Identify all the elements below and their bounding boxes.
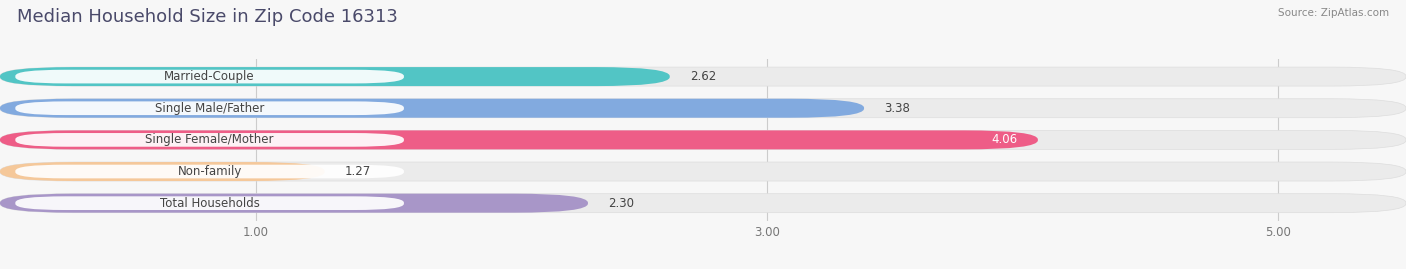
FancyBboxPatch shape xyxy=(0,162,1406,181)
Text: Source: ZipAtlas.com: Source: ZipAtlas.com xyxy=(1278,8,1389,18)
Text: 1.27: 1.27 xyxy=(344,165,371,178)
Text: Median Household Size in Zip Code 16313: Median Household Size in Zip Code 16313 xyxy=(17,8,398,26)
FancyBboxPatch shape xyxy=(15,165,404,178)
FancyBboxPatch shape xyxy=(15,101,404,115)
FancyBboxPatch shape xyxy=(0,130,1038,149)
FancyBboxPatch shape xyxy=(0,194,1406,213)
FancyBboxPatch shape xyxy=(0,99,1406,118)
FancyBboxPatch shape xyxy=(0,67,1406,86)
FancyBboxPatch shape xyxy=(0,67,669,86)
Text: 4.06: 4.06 xyxy=(991,133,1018,146)
FancyBboxPatch shape xyxy=(0,130,1406,149)
FancyBboxPatch shape xyxy=(15,196,404,210)
Text: Married-Couple: Married-Couple xyxy=(165,70,254,83)
Text: 2.30: 2.30 xyxy=(609,197,634,210)
Text: 2.62: 2.62 xyxy=(690,70,717,83)
FancyBboxPatch shape xyxy=(15,70,404,83)
Text: Single Male/Father: Single Male/Father xyxy=(155,102,264,115)
Text: Non-family: Non-family xyxy=(177,165,242,178)
FancyBboxPatch shape xyxy=(0,162,325,181)
FancyBboxPatch shape xyxy=(0,99,865,118)
FancyBboxPatch shape xyxy=(15,133,404,147)
FancyBboxPatch shape xyxy=(0,194,588,213)
Text: Total Households: Total Households xyxy=(160,197,260,210)
Text: 3.38: 3.38 xyxy=(884,102,910,115)
Text: Single Female/Mother: Single Female/Mother xyxy=(145,133,274,146)
